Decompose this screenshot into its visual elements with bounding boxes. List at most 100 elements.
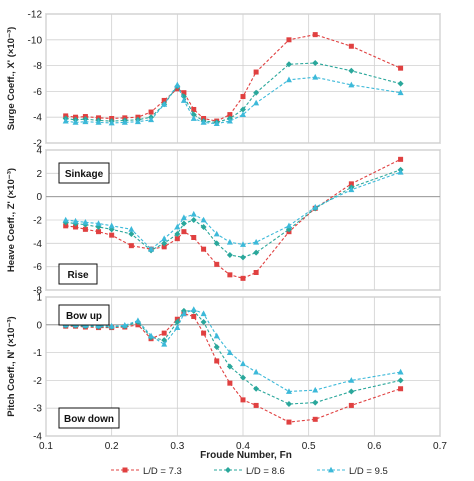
data-point [82, 219, 89, 225]
data-point [213, 240, 220, 247]
series-95 [62, 168, 404, 252]
data-point [213, 344, 220, 351]
data-point [253, 69, 259, 75]
x-axis-title: Froude Number, Fn [200, 450, 292, 461]
data-point [253, 89, 260, 96]
data-point [161, 240, 168, 247]
data-point [161, 235, 168, 242]
data-point [128, 243, 134, 249]
data-point [148, 245, 155, 252]
data-point [161, 330, 167, 336]
y-tick-label: -10 [28, 35, 43, 46]
y-axis-title: Heave Coeff., Z' (×10⁻³) [6, 168, 17, 272]
data-point [180, 214, 187, 221]
data-point [348, 67, 355, 74]
data-point [108, 119, 115, 126]
series-line [65, 171, 401, 250]
legend-marker [225, 467, 231, 473]
y-tick-label: -2 [33, 139, 42, 150]
data-point [240, 254, 246, 261]
data-point [201, 330, 207, 336]
data-point [190, 115, 197, 121]
data-point [72, 217, 79, 224]
series-95 [62, 73, 404, 127]
data-point [397, 89, 404, 96]
data-point [397, 80, 404, 87]
y-tick-label: -6 [33, 87, 42, 98]
data-point [348, 43, 354, 49]
data-point [253, 99, 260, 106]
data-point [240, 360, 246, 367]
data-point [312, 73, 319, 80]
data-point [240, 94, 246, 100]
data-point [285, 76, 292, 83]
data-point [285, 61, 292, 68]
y-axis-title: Surge Coeff., X' (×10⁻³) [6, 27, 17, 131]
data-point [190, 210, 197, 217]
data-point [348, 402, 354, 408]
data-point [226, 117, 233, 124]
y-tick-label: -4 [33, 432, 42, 443]
data-point [214, 261, 220, 267]
data-point [174, 319, 181, 326]
data-point [200, 224, 207, 230]
annotation-bow-up-box [58, 304, 110, 326]
data-point [285, 388, 292, 394]
y-tick-label: -8 [33, 61, 42, 72]
data-point [121, 322, 128, 328]
data-point [96, 229, 102, 235]
y-tick-label: -6 [33, 262, 42, 273]
data-point [148, 109, 154, 115]
data-point [213, 120, 220, 127]
data-point [226, 363, 233, 370]
y-tick-label: -4 [33, 239, 42, 250]
data-point [285, 401, 292, 408]
y-tick-label: -4 [33, 113, 42, 124]
data-point [174, 231, 181, 237]
legend-label-7-3: L/D = 7.3 [143, 466, 182, 477]
y-tick-label: -1 [33, 348, 42, 359]
data-point [226, 238, 233, 245]
data-point [348, 388, 355, 395]
data-point [95, 119, 102, 125]
data-point [180, 310, 187, 317]
data-point [240, 397, 246, 403]
y-tick-label: 0 [36, 320, 42, 331]
data-point [398, 65, 404, 71]
data-point [180, 93, 187, 100]
x-tick-label: 0.4 [236, 441, 250, 452]
y-tick-label: 0 [36, 192, 42, 203]
data-point [134, 118, 141, 125]
y-tick-label: -8 [33, 286, 42, 297]
series-95 [62, 306, 404, 394]
y-tick-label: -2 [33, 216, 42, 227]
y-tick-label: -2 [33, 376, 42, 387]
data-point [200, 319, 207, 326]
data-point [226, 349, 233, 355]
x-tick-label: 0.2 [105, 441, 119, 452]
series-line [65, 34, 401, 122]
legend-label-9-5: L/D = 9.5 [349, 466, 388, 477]
y-tick-label: -12 [28, 10, 43, 21]
data-point [190, 217, 197, 223]
data-point [128, 231, 135, 237]
data-point [253, 249, 260, 256]
data-point [190, 306, 197, 312]
x-tick-label: 0.1 [39, 441, 53, 452]
data-point [398, 156, 404, 162]
x-tick-label: 0.3 [170, 441, 184, 452]
data-point [397, 368, 404, 375]
data-point [148, 116, 155, 123]
annotation-rise-box [58, 263, 98, 285]
data-point [312, 386, 319, 393]
legend-label-8-6: L/D = 8.6 [246, 466, 285, 477]
data-point [240, 241, 246, 247]
legend-marker [328, 466, 334, 473]
data-point [214, 358, 220, 364]
series-86 [62, 166, 404, 261]
series-line [65, 313, 401, 423]
data-point [109, 232, 115, 238]
data-point [348, 186, 355, 193]
data-point [72, 119, 79, 125]
